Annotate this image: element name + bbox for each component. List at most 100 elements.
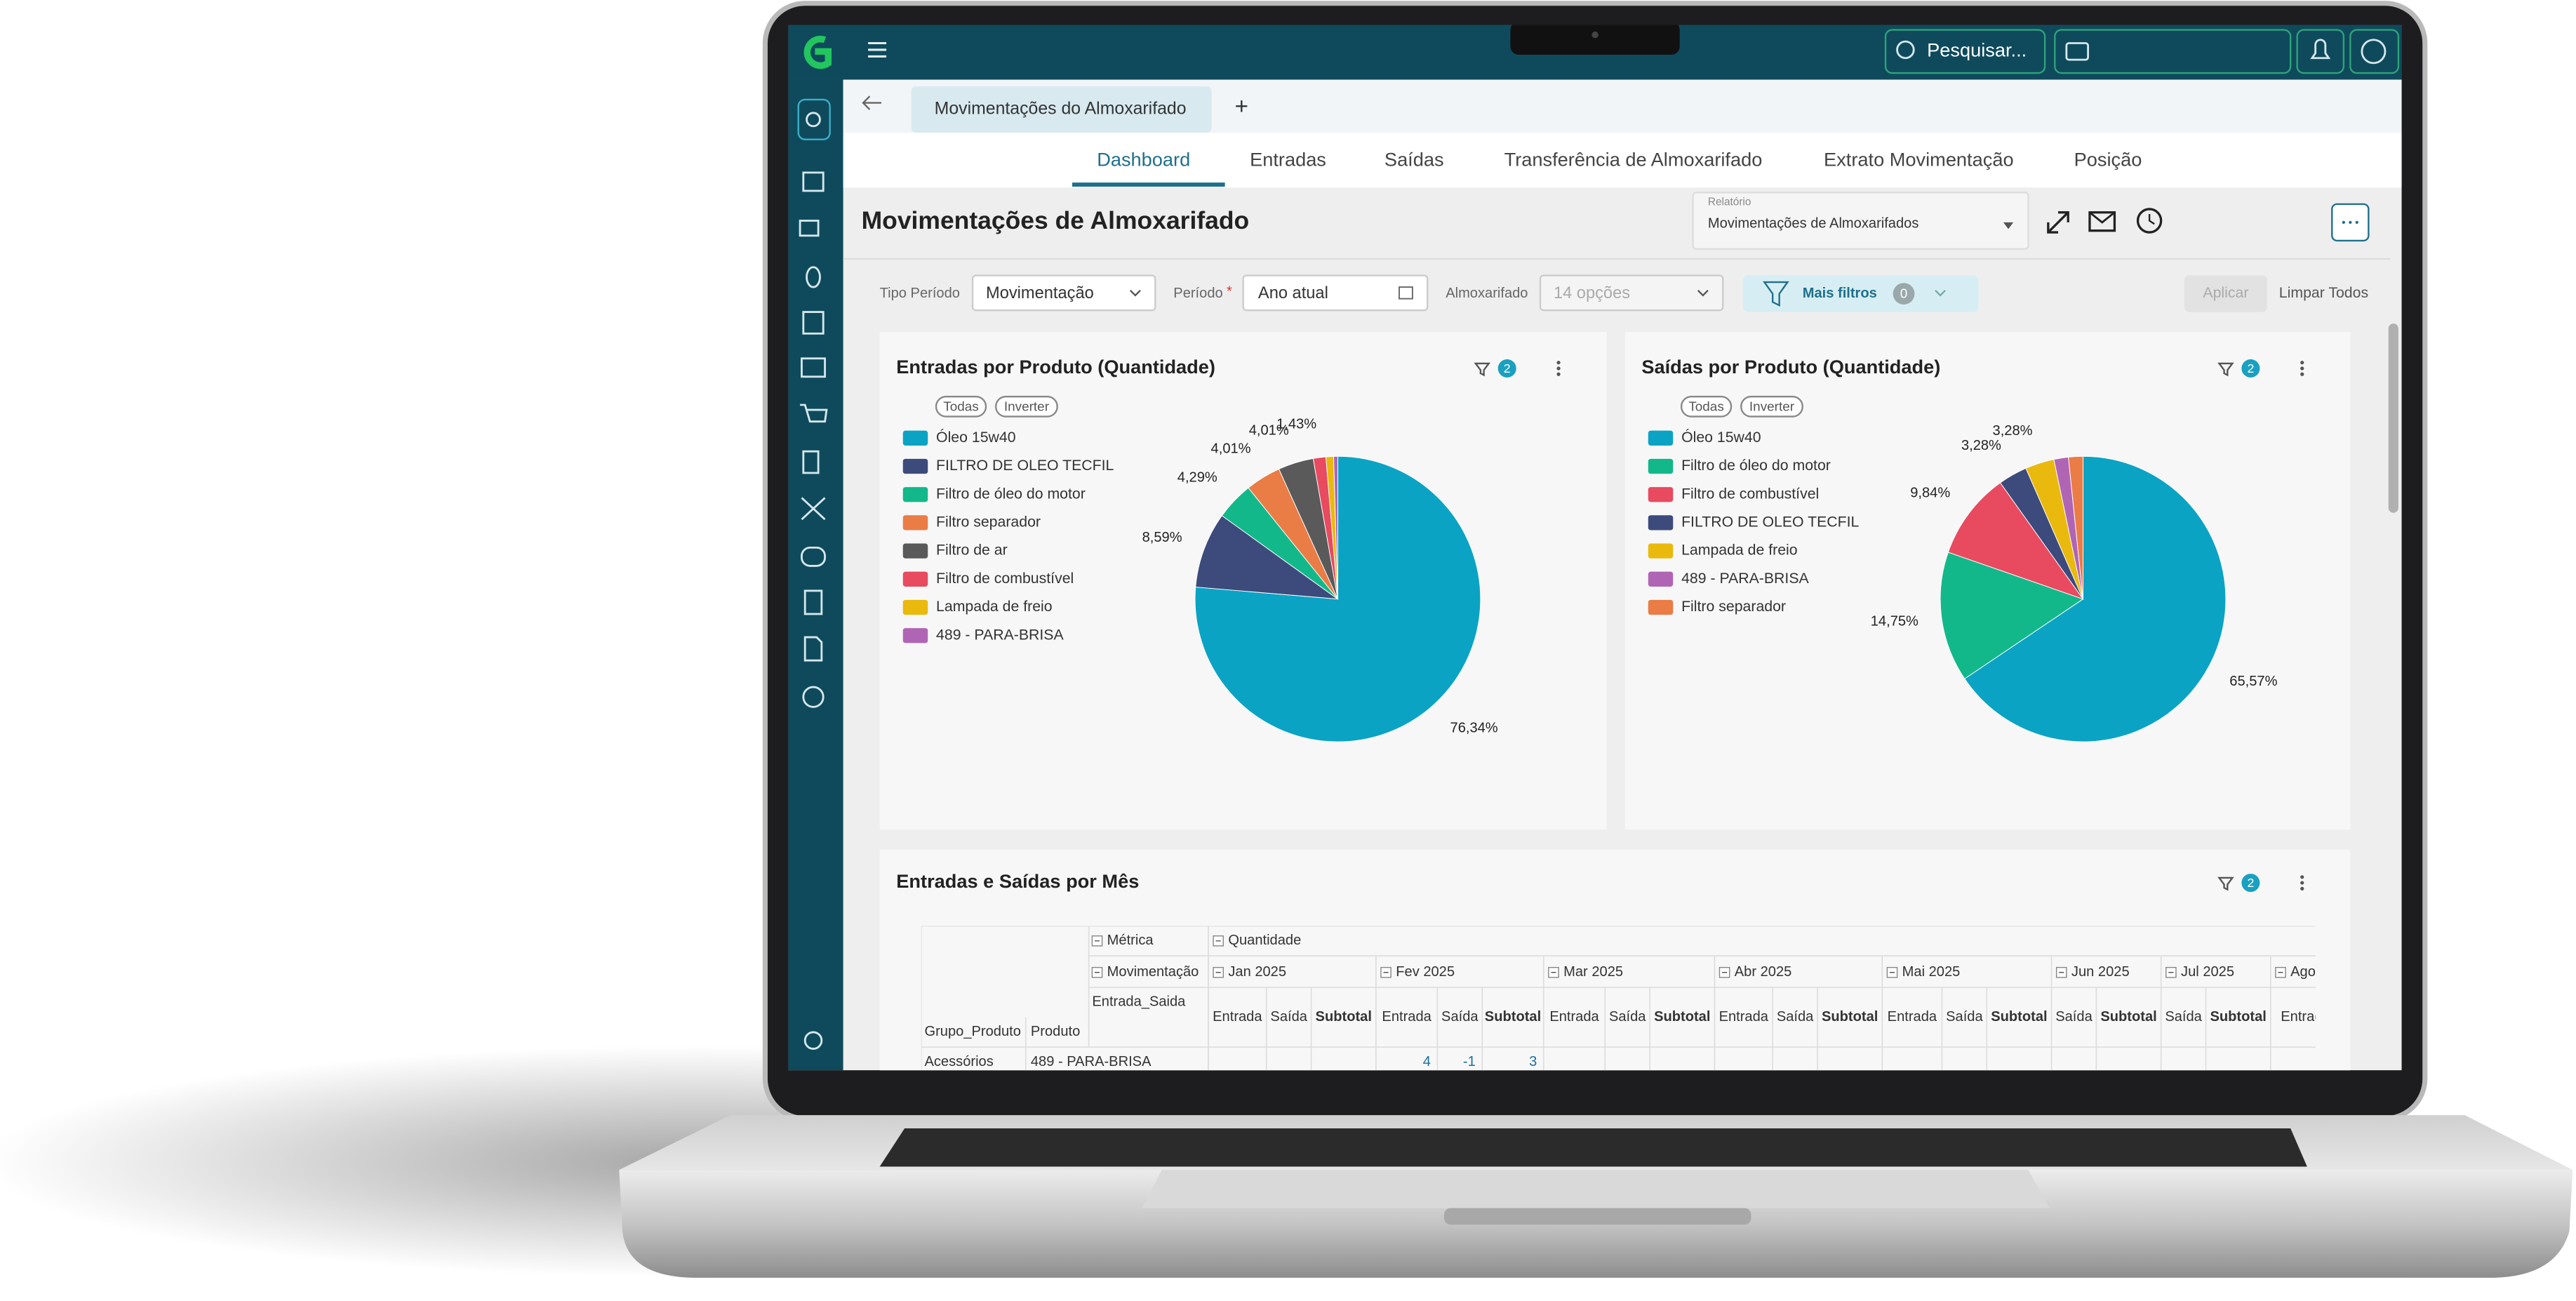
legend-swatch[interactable] (902, 430, 928, 446)
legend-swatch[interactable] (902, 515, 928, 531)
legend-toggle-label[interactable]: Todas (1688, 400, 1723, 415)
legend-swatch[interactable] (1648, 487, 1674, 502)
legend-label[interactable]: Lampada de freio (1681, 542, 1798, 559)
icon[interactable] (802, 311, 825, 335)
schedule-button[interactable] (2136, 208, 2163, 234)
nav-tab[interactable]: Extrato Movimentação (1824, 149, 2014, 171)
legend-toggle-label[interactable]: Inverter (1749, 400, 1794, 415)
kebab-dot[interactable] (1556, 366, 1561, 371)
periodo-value[interactable]: Ano atual (1258, 284, 1328, 302)
legend-swatch[interactable] (902, 487, 928, 502)
legend-label[interactable]: FILTRO DE OLEO TECFIL (1681, 514, 1859, 531)
icon[interactable] (806, 266, 821, 288)
kebab-dot[interactable] (2300, 366, 2304, 371)
legend-toggle[interactable] (1680, 396, 1733, 418)
icon[interactable] (802, 686, 825, 708)
legend-label[interactable]: FILTRO DE OLEO TECFIL (936, 457, 1114, 474)
icon[interactable] (799, 220, 820, 237)
clear-button[interactable]: Limpar Todos (2279, 284, 2368, 301)
legend-toggle[interactable] (935, 396, 987, 418)
filter-icon[interactable] (2217, 362, 2234, 377)
kebab-dot[interactable] (1556, 372, 1561, 376)
company-select[interactable] (2054, 29, 2292, 74)
legend-swatch[interactable] (1648, 543, 1674, 559)
report-select[interactable] (1692, 192, 2029, 250)
kebab-dot[interactable] (2300, 881, 2304, 885)
legend-swatch[interactable] (1648, 430, 1674, 446)
notifications-button[interactable] (2296, 29, 2345, 74)
back-button[interactable] (862, 95, 881, 110)
legend-label[interactable]: Filtro separador (936, 514, 1041, 531)
legend-swatch[interactable] (1648, 571, 1674, 587)
filter-icon[interactable] (2217, 876, 2234, 891)
legend-swatch[interactable] (902, 458, 928, 474)
kebab-dot[interactable] (2300, 372, 2304, 376)
nav-tab[interactable]: Transferência de Almoxarifado (1504, 149, 1763, 171)
sidebar-search[interactable] (797, 98, 831, 140)
legend-swatch[interactable] (1648, 458, 1674, 474)
icon[interactable] (803, 589, 823, 615)
email-button[interactable] (2088, 211, 2116, 232)
legend-label[interactable]: Filtro de combustível (936, 570, 1074, 587)
pie-slice[interactable] (1947, 482, 2084, 600)
legend-toggle[interactable] (1740, 396, 1803, 418)
open-tab-label[interactable]: Movimentações do Almoxarifado (935, 100, 1187, 119)
nav-tab[interactable]: Entradas (1250, 149, 1326, 171)
search-box[interactable] (1884, 29, 2046, 74)
legend-toggle[interactable] (995, 396, 1058, 418)
kebab-dot[interactable] (2300, 875, 2304, 879)
icon[interactable] (800, 403, 828, 423)
legend-toggle-label[interactable]: Todas (943, 400, 978, 415)
legend-label[interactable]: Filtro de óleo do motor (936, 485, 1086, 502)
legend-swatch[interactable] (902, 628, 928, 643)
icon[interactable] (803, 1031, 823, 1050)
kebab-dot[interactable] (1556, 361, 1561, 365)
user-button[interactable] (2349, 29, 2400, 74)
legend-label[interactable]: Filtro de óleo do motor (1681, 457, 1831, 474)
more-filters-label[interactable]: Mais filtros (1803, 286, 1877, 301)
nav-tab[interactable]: Saídas (1384, 149, 1444, 171)
expand-button[interactable] (2047, 211, 2069, 234)
legend-label[interactable]: Filtro separador (1681, 598, 1786, 615)
icon[interactable] (802, 171, 825, 192)
apply-label[interactable]: Aplicar (2203, 284, 2248, 301)
legend-swatch[interactable] (902, 599, 928, 615)
nav-tab[interactable]: Dashboard (1097, 149, 1190, 171)
icon[interactable] (801, 497, 826, 521)
almoxarifado-select[interactable] (1539, 274, 1724, 312)
report-value[interactable]: Movimentações de Almoxarifados (1708, 216, 1918, 232)
legend-label[interactable]: 489 - PARA-BRISA (936, 626, 1064, 643)
scrollbar[interactable] (2388, 323, 2398, 513)
icon[interactable] (801, 357, 826, 378)
menu-button[interactable] (868, 41, 887, 58)
kebab-dot[interactable] (2300, 361, 2304, 365)
legend-label[interactable]: Óleo 15w40 (936, 428, 1016, 446)
icon[interactable] (801, 546, 826, 567)
pie-slice[interactable] (1940, 552, 2084, 679)
legend-label[interactable]: Filtro de ar (936, 542, 1008, 559)
pie-slice[interactable] (1964, 455, 2227, 742)
kebab-dot[interactable] (2300, 886, 2304, 890)
legend-swatch[interactable] (1648, 515, 1674, 531)
icon[interactable] (802, 450, 820, 474)
legend-label[interactable]: 489 - PARA-BRISA (1681, 570, 1809, 587)
add-tab[interactable]: + (1235, 93, 1248, 119)
more-filters-button[interactable] (1742, 275, 1979, 312)
tipo-select[interactable] (971, 274, 1156, 312)
pie-slice[interactable] (1195, 515, 1340, 600)
apply-button[interactable] (2184, 275, 2268, 312)
open-tab[interactable] (911, 86, 1212, 133)
pie-slice[interactable] (2068, 455, 2083, 599)
periodo-input[interactable] (1242, 274, 1429, 312)
pie-slice[interactable] (1333, 455, 1338, 599)
icon[interactable] (803, 636, 823, 662)
filter-icon[interactable] (1474, 362, 1491, 377)
legend-label[interactable]: Óleo 15w40 (1681, 428, 1761, 446)
legend-swatch[interactable] (1648, 599, 1674, 615)
nav-tab[interactable]: Posição (2074, 149, 2142, 171)
legend-swatch[interactable] (902, 543, 928, 559)
legend-swatch[interactable] (902, 571, 928, 587)
tipo-value[interactable]: Movimentação (986, 284, 1094, 302)
legend-toggle-label[interactable]: Inverter (1004, 400, 1049, 415)
almoxarifado-placeholder[interactable]: 14 opções (1554, 284, 1630, 302)
